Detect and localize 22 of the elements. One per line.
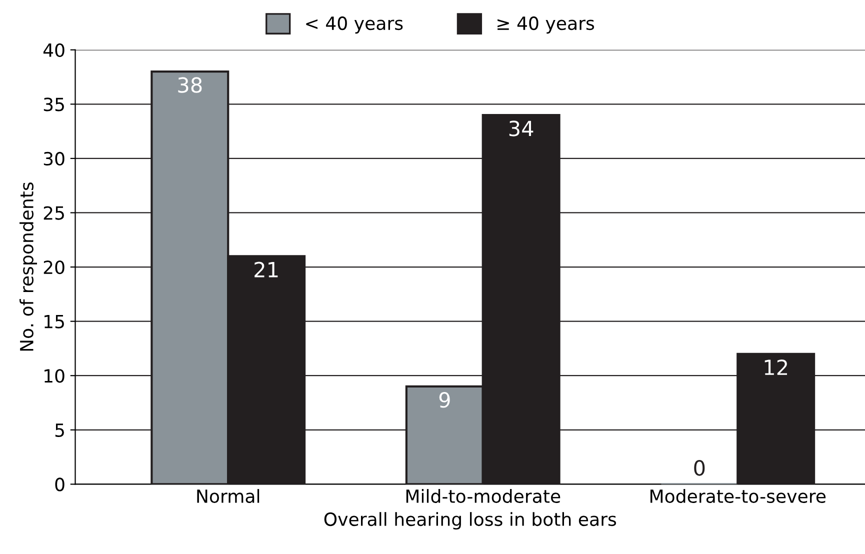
y-tick-label: 10 xyxy=(44,369,64,383)
data-label: 34 xyxy=(509,120,534,136)
y-tick-label: 15 xyxy=(44,315,64,328)
data-label: 12 xyxy=(764,359,788,375)
y-tick-label: 40 xyxy=(43,43,64,57)
x-tick-label: Moderate-to-severe xyxy=(650,489,826,504)
data-label: 38 xyxy=(178,77,202,93)
legend-label: ≥ 40 years xyxy=(498,16,594,34)
legend-label: < 40 years xyxy=(306,16,403,34)
x-axis-title: Overall hearing loss in both ears xyxy=(324,512,616,530)
y-tick-label: 0 xyxy=(55,478,64,492)
y-tick-label: 20 xyxy=(44,260,64,274)
y-tick-label: 25 xyxy=(44,206,64,220)
y-tick-label: 30 xyxy=(44,152,64,166)
y-axis-title: No. of respondents xyxy=(20,182,37,351)
data-label: 9 xyxy=(439,392,450,408)
data-label: 0 xyxy=(694,460,705,476)
y-tick-label: 35 xyxy=(44,98,64,112)
x-tick-label: Mild-to-moderate xyxy=(406,489,560,504)
data-label: 21 xyxy=(254,262,278,278)
y-tick-label: 5 xyxy=(55,424,64,438)
x-tick-label: Normal xyxy=(197,489,260,504)
